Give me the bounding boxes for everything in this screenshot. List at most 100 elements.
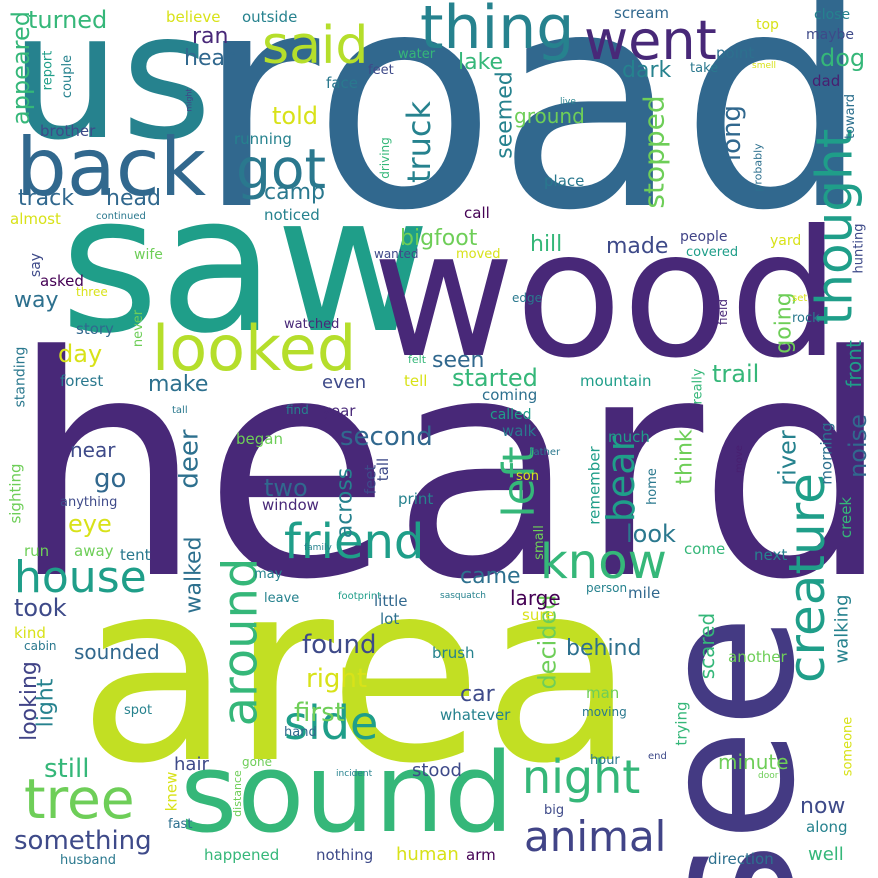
word: top	[756, 17, 779, 33]
word: hunting	[851, 223, 867, 274]
word: stood	[412, 760, 462, 781]
word: went	[584, 9, 717, 72]
word: small	[531, 525, 547, 560]
word: lot	[380, 610, 400, 628]
word: morning	[817, 422, 836, 485]
word: arm	[466, 846, 496, 864]
word: really	[690, 368, 706, 405]
word: made	[606, 234, 669, 259]
word: asked	[40, 272, 84, 290]
word: feet	[368, 63, 394, 78]
word: moved	[456, 247, 501, 262]
word: truck	[400, 100, 439, 184]
word: called	[490, 407, 532, 423]
word: across	[332, 467, 358, 539]
word: river	[773, 430, 802, 486]
word: tall	[374, 457, 393, 482]
word: mile	[628, 584, 661, 602]
word: away	[74, 542, 114, 560]
word: move	[733, 445, 745, 473]
word: found	[302, 630, 377, 660]
word: tent	[120, 546, 151, 564]
word: trail	[712, 360, 760, 388]
word: even	[322, 372, 367, 393]
word: still	[44, 754, 90, 784]
word: noticed	[264, 206, 320, 224]
word: outside	[242, 8, 298, 26]
word: trying	[672, 701, 691, 746]
word: eye	[68, 510, 112, 538]
word: door	[758, 771, 779, 781]
word: three	[76, 285, 108, 299]
word: window	[262, 496, 319, 514]
word: someone	[840, 716, 856, 777]
word: incident	[336, 769, 373, 779]
word: deer	[174, 429, 205, 489]
word: remember	[585, 446, 604, 525]
word: night	[522, 750, 641, 804]
word: make	[148, 372, 209, 397]
word: look	[626, 520, 676, 548]
word: creature	[777, 473, 836, 683]
word: head	[106, 186, 161, 211]
word: sound	[180, 729, 514, 857]
word: couple	[60, 54, 76, 99]
word: happened	[204, 846, 280, 864]
word: animal	[524, 812, 667, 861]
word: wood	[372, 194, 841, 397]
word: mountain	[580, 372, 652, 390]
word: maybe	[806, 27, 855, 43]
word: covered	[686, 245, 739, 260]
word: way	[14, 288, 59, 313]
word: kind	[14, 624, 46, 642]
word: sasquatch	[440, 591, 487, 601]
word: ground	[514, 104, 585, 128]
word: felt	[408, 353, 427, 366]
word: said	[262, 16, 369, 76]
word: second	[340, 422, 433, 452]
word: turned	[28, 6, 108, 34]
word: probably	[751, 143, 765, 192]
word: find	[286, 403, 309, 417]
word: well	[808, 844, 844, 865]
word: year	[322, 402, 356, 420]
word: standing	[12, 346, 29, 408]
word: person	[586, 581, 628, 595]
word: camp	[264, 180, 325, 205]
word: house	[14, 552, 147, 603]
word: moving	[582, 705, 627, 719]
word: face	[326, 74, 358, 92]
word: front	[841, 340, 866, 388]
word: took	[14, 594, 67, 622]
word: set	[792, 293, 808, 304]
word: coming	[482, 386, 538, 404]
word: two	[264, 474, 308, 502]
word: husband	[60, 853, 116, 868]
word: thing	[420, 0, 575, 63]
word: car	[460, 682, 495, 707]
word: large	[510, 586, 561, 610]
word: first	[294, 698, 345, 728]
word: dad	[812, 72, 841, 90]
word: hand	[284, 725, 317, 740]
word: watched	[284, 317, 340, 332]
word: know	[540, 534, 667, 590]
word: minute	[718, 750, 789, 774]
word: sighting	[6, 463, 25, 524]
word: believe	[166, 8, 221, 26]
word: ran	[192, 24, 229, 49]
word: field	[715, 299, 730, 325]
word: stopped	[637, 95, 671, 209]
word: run	[24, 542, 50, 560]
word: looked	[152, 312, 357, 385]
word: bear	[599, 435, 644, 523]
word: walked	[181, 536, 207, 614]
word: point	[716, 44, 755, 62]
word: light	[33, 678, 59, 728]
word: place	[544, 172, 585, 190]
word: human	[396, 844, 459, 865]
word: little	[374, 592, 408, 610]
word: print	[398, 490, 434, 508]
word: road	[196, 0, 871, 276]
word: big	[544, 803, 565, 818]
